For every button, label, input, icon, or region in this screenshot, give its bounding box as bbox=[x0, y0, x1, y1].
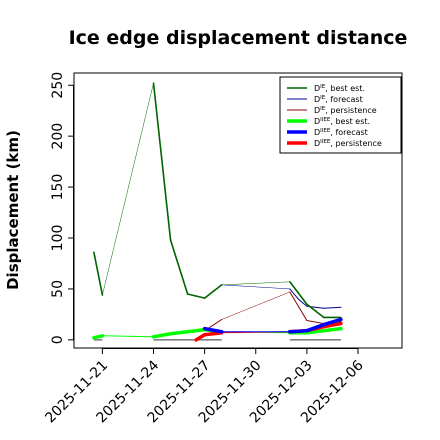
x-axis: 2025-11-212025-11-242025-11-272025-11-30… bbox=[42, 348, 367, 426]
chart-title: Ice edge displacement distance bbox=[69, 27, 408, 49]
y-axis-label: Displacement (km) bbox=[4, 130, 22, 290]
series-segment bbox=[221, 281, 291, 286]
series-segment bbox=[221, 284, 291, 290]
legend-label: DIE, best est. bbox=[314, 84, 365, 93]
series-segment bbox=[289, 288, 299, 300]
series-segment bbox=[93, 251, 104, 296]
series-segment bbox=[297, 298, 308, 307]
series-segment bbox=[202, 330, 224, 337]
series-segment bbox=[92, 334, 105, 340]
series-segment bbox=[185, 327, 207, 334]
series-segment bbox=[169, 239, 189, 295]
series-segment bbox=[221, 291, 291, 320]
series-segment bbox=[305, 322, 326, 333]
y-tick-label: 50 bbox=[50, 280, 66, 298]
series-1 bbox=[204, 284, 342, 309]
legend-label: DIE, persistence bbox=[314, 106, 377, 115]
y-tick-label: 0 bbox=[50, 335, 66, 344]
series-segment bbox=[322, 317, 343, 327]
series-segment bbox=[101, 335, 155, 338]
series-4 bbox=[202, 317, 343, 334]
series-segment bbox=[322, 321, 343, 329]
y-tick-label: 150 bbox=[50, 174, 66, 201]
series-segment bbox=[306, 303, 325, 319]
series-segment bbox=[323, 306, 342, 309]
series-segment bbox=[203, 284, 223, 299]
series-segment bbox=[306, 320, 325, 325]
legend-label: DIIEE, persistence bbox=[314, 139, 382, 148]
y-tick-label: 200 bbox=[50, 123, 66, 150]
y-tick-label: 100 bbox=[50, 225, 66, 252]
series-segment bbox=[202, 326, 224, 334]
series-segment bbox=[289, 280, 308, 306]
series-lines bbox=[92, 82, 343, 342]
legend: DIE, best est. DIE, forecast DIE, persiste… bbox=[279, 76, 402, 154]
series-segment bbox=[168, 329, 190, 336]
series-segment bbox=[152, 82, 172, 241]
legend-label: DIIEE, forecast bbox=[314, 128, 368, 137]
series-segment bbox=[288, 328, 309, 334]
legend-box bbox=[279, 76, 402, 154]
y-axis: 0 50 100 150 200 250 bbox=[50, 72, 74, 344]
series-0 bbox=[93, 82, 342, 319]
series-segment bbox=[322, 326, 343, 333]
series-segment bbox=[186, 293, 206, 299]
series-segment bbox=[102, 82, 154, 296]
series-segment bbox=[289, 291, 308, 321]
legend-label: DIE, forecast bbox=[314, 95, 363, 104]
series-segment bbox=[305, 328, 326, 335]
y-tick-label: 250 bbox=[50, 72, 66, 99]
legend-label: DIIEE, best est. bbox=[314, 117, 370, 126]
series-segment bbox=[151, 331, 173, 339]
